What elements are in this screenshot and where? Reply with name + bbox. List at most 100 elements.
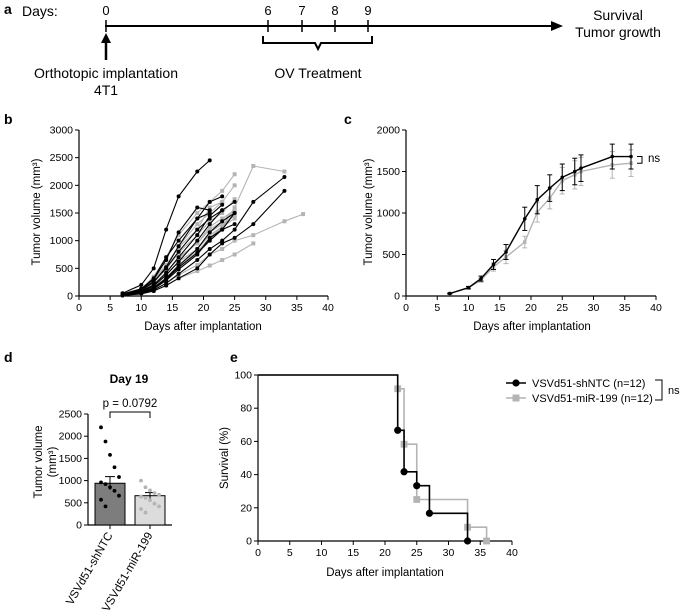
panel-b-data-point: [164, 227, 169, 232]
panel-d-y-tick-label: 500: [64, 497, 82, 509]
treatment-bracket: [262, 36, 373, 52]
panel-b-data-point: [195, 205, 200, 210]
panel-b-data-point: [232, 222, 237, 227]
panel-e-x-tick-label: 35: [474, 547, 486, 559]
panel-b-data-point: [282, 169, 287, 174]
panel-d-data-point: [103, 504, 108, 509]
panel-b-series-line: [122, 215, 235, 296]
panel-b-x-tick-label: 0: [76, 302, 82, 314]
panel-b-data-point: [207, 233, 212, 238]
panel-c-ns-bracket: [637, 156, 643, 164]
panel-c-x-tick-label: 0: [403, 302, 409, 314]
panel-d-data-point: [148, 498, 152, 503]
panel-b-x-tick-label: 10: [135, 302, 147, 314]
panel-b-data-point: [207, 222, 212, 227]
panel-b-x-tick-label: 20: [198, 302, 210, 314]
panel-e-y-tick-label: 20: [240, 502, 252, 514]
panel-b-data-point: [220, 199, 225, 204]
panel-b-data-point: [207, 208, 212, 213]
panel-d-y-tick-label: 2000: [59, 431, 83, 443]
panel-d-data-point: [112, 488, 117, 493]
panel-d-data-point: [103, 482, 108, 487]
panel-e-y-tick-label: 0: [246, 536, 252, 548]
panel-b-data-point: [207, 211, 212, 215]
day-9-label: 9: [364, 3, 371, 18]
panel-d-title: Day 19: [110, 372, 149, 386]
panel-c-mean-line: [449, 155, 631, 295]
panel-e-survival-curve: [258, 374, 469, 542]
panel-c-y-tick-label: 1500: [377, 166, 401, 178]
panel-b-y-tick-label: 2000: [50, 180, 74, 192]
panel-b-y-tick-label: 2500: [50, 152, 74, 164]
panel-b-data-point: [220, 188, 225, 193]
panel-c-x-axis-label: Days after implantation: [473, 321, 591, 333]
panel-b-series-line: [122, 209, 223, 295]
panel-b-data-point: [176, 249, 181, 254]
panel-b-y-tick-label: 0: [67, 291, 73, 303]
panel-d-data-point: [157, 504, 161, 509]
panel-c-data-point: [522, 240, 527, 244]
panel-c-x-tick-label: 25: [556, 302, 568, 314]
panel-b-data-point: [207, 235, 212, 240]
panel-b-data-point: [232, 227, 237, 232]
panel-c-y-tick-label: 500: [382, 249, 400, 261]
panel-e-ns-annotation: ns: [668, 385, 680, 397]
panel-b-x-axis-label: Days after implantation: [144, 321, 262, 333]
panel-b-data-point: [176, 194, 181, 199]
panel-b-data-point: [176, 230, 181, 235]
panel-e-marker: [394, 426, 402, 434]
panel-b-series-line: [122, 165, 285, 296]
panel-c-data-point: [610, 154, 615, 159]
panel-b-y-tick-label: 1500: [50, 208, 74, 220]
panel-b-data-point: [139, 290, 144, 295]
panel-b-data-point: [220, 211, 225, 215]
panel-c-x-tick-label: 30: [588, 302, 600, 314]
panel-b-data-point: [151, 289, 156, 294]
panel-d-data-point: [108, 452, 112, 457]
panel-e-marker: [483, 537, 490, 545]
panel-b-data-point: [207, 199, 212, 204]
panel-e-marker: [425, 509, 434, 517]
panel-b-data-point: [301, 212, 306, 217]
timeline-arrowhead: [551, 21, 563, 31]
panel-b-data-point: [207, 227, 212, 232]
cell-line-label: 4T1: [94, 82, 118, 98]
panel-b-data-point: [207, 252, 212, 257]
panel-b-y-tick-label: 1000: [50, 235, 74, 247]
panel-e-y-tick-label: 40: [240, 469, 252, 481]
panel-letter-c: c: [344, 111, 352, 127]
panel-d-data-point: [117, 493, 121, 498]
panel-e-x-tick-label: 20: [379, 547, 391, 559]
panel-b-data-point: [207, 158, 212, 163]
panel-b-series-line: [122, 204, 223, 296]
panel-b-data-point: [251, 241, 256, 246]
panel-b-data-point: [232, 252, 237, 257]
panel-d-data-point: [139, 478, 143, 483]
panel-d-y-axis-label-line1: Tumor volume: [33, 425, 45, 498]
panel-d-data-point: [152, 491, 157, 495]
panel-d-data-point: [157, 492, 161, 497]
panel-b-data-point: [232, 205, 237, 210]
panel-e-x-tick-label: 25: [411, 547, 423, 559]
panel-e-marker: [400, 468, 408, 476]
endpoint-survival-label: Survival: [593, 7, 643, 23]
panel-e-x-axis-label: Days after implantation: [326, 567, 444, 579]
panel-b-x-tick-label: 30: [260, 302, 272, 314]
panel-b-data-point: [195, 258, 200, 263]
panel-c-data-point: [629, 154, 633, 159]
panel-d-data-point: [99, 425, 103, 430]
panel-b-data-point: [232, 172, 237, 177]
panel-letter-e: e: [230, 349, 238, 365]
panel-b-individual-growth: b Tumor volume (mm³) Days after implanta…: [4, 111, 334, 333]
panel-d-day19-bars: d Day 19 Tumor volume (mm³) p = 0.0792 0…: [4, 349, 172, 614]
panel-c-y-tick-label: 1000: [377, 208, 401, 220]
panel-c-data-point: [466, 285, 471, 290]
day-6-label: 6: [264, 3, 271, 18]
panel-letter-a: a: [4, 1, 12, 17]
panel-d-data-point: [99, 497, 103, 502]
panel-b-y-tick-label: 3000: [50, 125, 74, 137]
legend-label-mir199: VSVd51-miR-199 (n=12): [532, 393, 653, 405]
panel-b-data-point: [164, 277, 169, 282]
panel-e-x-tick-label: 10: [316, 547, 328, 559]
